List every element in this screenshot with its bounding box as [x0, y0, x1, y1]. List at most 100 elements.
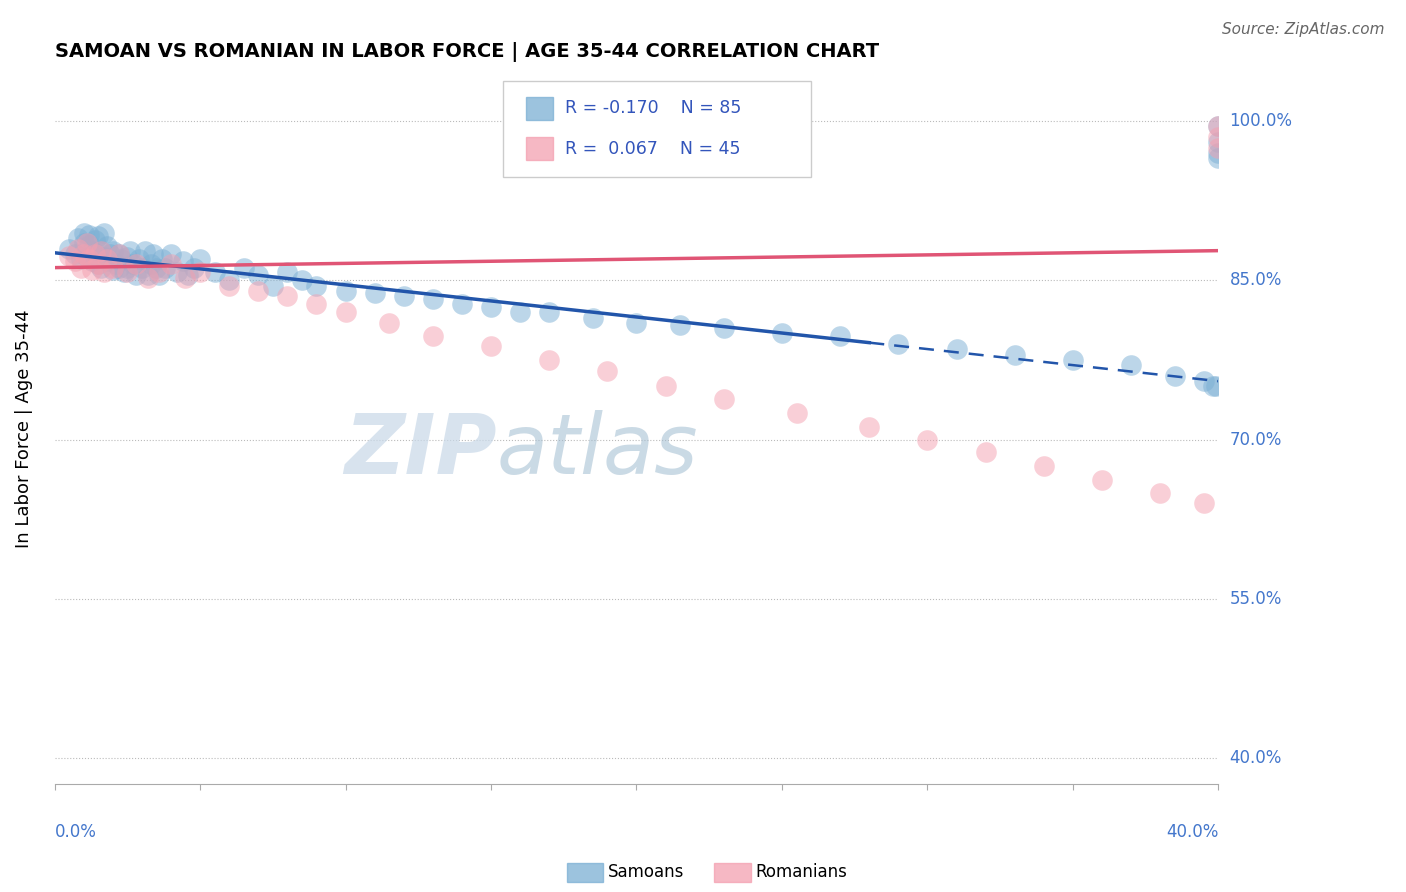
Point: [770, 326, 793, 341]
Text: 40.0%: 40.0%: [1230, 749, 1282, 767]
Point: [58, 242, 80, 256]
Point: [626, 316, 648, 330]
Point: [172, 254, 194, 268]
Point: [1192, 374, 1215, 388]
Point: [69, 252, 91, 267]
Point: [479, 339, 502, 353]
Point: [87, 257, 110, 271]
Point: [142, 247, 165, 261]
Point: [98, 247, 121, 261]
Point: [160, 247, 183, 261]
Point: [131, 260, 153, 275]
Point: [72, 226, 94, 240]
Point: [110, 252, 132, 267]
Point: [63, 254, 86, 268]
Point: [1121, 358, 1143, 372]
Point: [392, 289, 415, 303]
Point: [134, 244, 156, 258]
Point: [76, 250, 98, 264]
Point: [96, 239, 118, 253]
Point: [1004, 348, 1026, 362]
Point: [107, 247, 129, 261]
Point: [79, 252, 101, 267]
Point: [1091, 473, 1114, 487]
Point: [150, 252, 173, 267]
Text: Romanians: Romanians: [755, 863, 846, 881]
Point: [174, 271, 197, 285]
Point: [101, 260, 124, 275]
Point: [479, 300, 502, 314]
Text: SAMOAN VS ROMANIAN IN LABOR FORCE | AGE 35-44 CORRELATION CHART: SAMOAN VS ROMANIAN IN LABOR FORCE | AGE …: [55, 42, 879, 62]
Point: [87, 257, 110, 271]
Point: [76, 236, 98, 251]
Point: [262, 278, 284, 293]
Point: [136, 271, 159, 285]
Point: [509, 305, 531, 319]
Text: R =  0.067    N = 45: R = 0.067 N = 45: [565, 140, 741, 158]
Point: [669, 318, 692, 332]
Point: [148, 265, 170, 279]
Point: [160, 257, 183, 271]
FancyBboxPatch shape: [526, 137, 554, 161]
Point: [177, 268, 200, 282]
FancyBboxPatch shape: [526, 97, 554, 120]
Point: [72, 236, 94, 251]
Point: [713, 392, 735, 407]
Point: [1208, 136, 1230, 150]
Point: [90, 244, 112, 258]
Point: [218, 278, 240, 293]
Point: [107, 247, 129, 261]
Point: [117, 265, 139, 279]
Point: [291, 273, 314, 287]
Point: [87, 228, 110, 243]
Point: [378, 316, 401, 330]
Text: 40.0%: 40.0%: [1166, 823, 1219, 841]
Point: [1208, 130, 1230, 145]
Point: [1201, 379, 1223, 393]
Point: [858, 419, 880, 434]
Point: [90, 244, 112, 258]
Point: [93, 265, 115, 279]
Point: [139, 257, 162, 271]
Text: 85.0%: 85.0%: [1230, 271, 1282, 289]
Point: [1208, 120, 1230, 134]
Point: [945, 343, 967, 357]
Point: [63, 247, 86, 261]
Point: [596, 363, 619, 377]
Point: [1208, 141, 1230, 155]
Point: [538, 305, 561, 319]
Point: [117, 260, 139, 275]
Point: [96, 252, 118, 267]
Point: [183, 260, 205, 275]
Point: [830, 328, 852, 343]
Point: [153, 260, 176, 275]
Point: [136, 268, 159, 282]
Point: [93, 250, 115, 264]
Point: [218, 273, 240, 287]
Point: [451, 296, 474, 310]
Point: [112, 265, 135, 279]
Point: [84, 233, 107, 247]
Point: [82, 244, 104, 258]
Point: [79, 238, 101, 252]
Text: atlas: atlas: [496, 409, 699, 491]
Text: 100.0%: 100.0%: [1230, 112, 1292, 130]
Point: [204, 265, 226, 279]
Point: [1192, 496, 1215, 510]
Point: [422, 328, 444, 343]
Point: [120, 244, 142, 258]
Point: [96, 254, 118, 268]
Point: [69, 260, 91, 275]
Point: [72, 247, 94, 261]
Point: [247, 284, 270, 298]
FancyBboxPatch shape: [503, 80, 811, 177]
Point: [276, 289, 298, 303]
Point: [276, 265, 298, 279]
Point: [93, 226, 115, 240]
Point: [66, 231, 89, 245]
Point: [125, 257, 148, 271]
Point: [84, 247, 107, 261]
Point: [82, 254, 104, 268]
Point: [1208, 120, 1230, 134]
Point: [66, 242, 89, 256]
